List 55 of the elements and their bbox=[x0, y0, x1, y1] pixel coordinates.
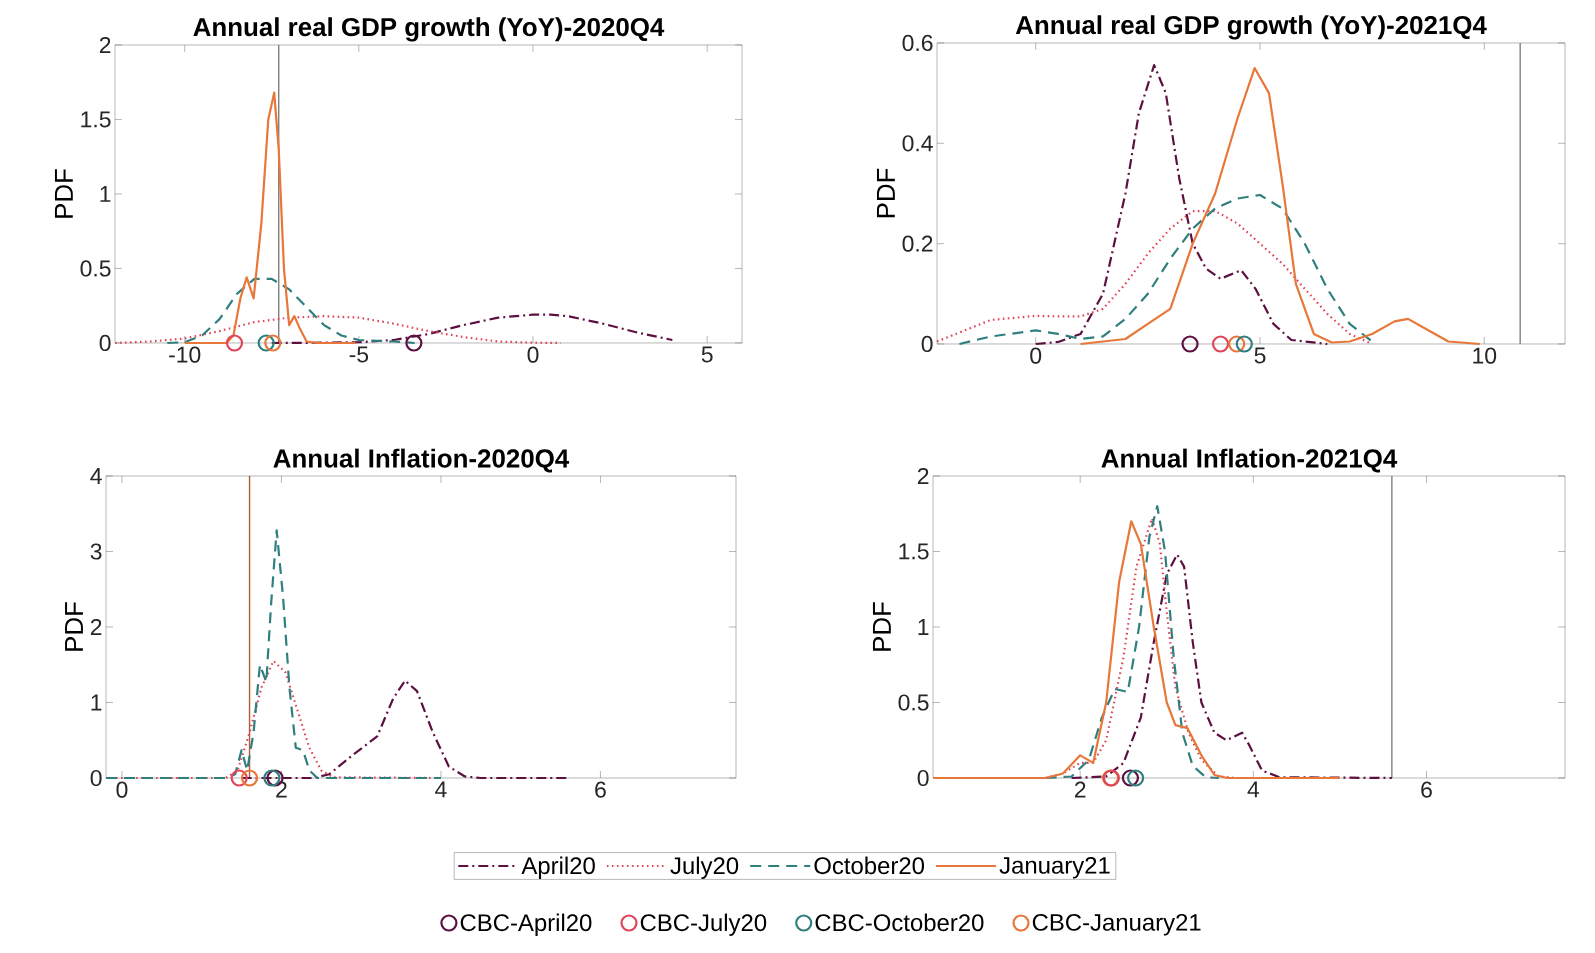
x-tick-label: 4 bbox=[435, 781, 447, 798]
y-axis-title: PDF bbox=[876, 168, 895, 218]
x-tick-label: 0 bbox=[527, 346, 539, 363]
line-series bbox=[931, 520, 1342, 780]
y-axis-title: PDF bbox=[65, 602, 83, 651]
chart-title: Annual Inflation-2021Q4 bbox=[1101, 448, 1398, 473]
y-tick-label: 0 bbox=[99, 334, 111, 352]
x-tick-label: 6 bbox=[1421, 781, 1432, 798]
legend-label: CBC-January21 bbox=[1032, 913, 1201, 936]
y-tick-label: 0.6 bbox=[902, 34, 933, 52]
y-tick-label: 0.5 bbox=[80, 260, 111, 277]
chart-title: Annual Inflation-2020Q4 bbox=[273, 448, 570, 473]
y-tick-label: 0.4 bbox=[902, 135, 933, 152]
x-tick-label: -10 bbox=[169, 346, 201, 363]
line-series bbox=[1070, 553, 1393, 780]
chart-title: Annual real GDP growth (YoY)-2021Q4 bbox=[1015, 15, 1487, 40]
y-tick-label: 2 bbox=[917, 467, 929, 484]
x-tick-label: -5 bbox=[349, 346, 369, 363]
legend-label: April20 bbox=[521, 856, 595, 879]
legend-label: CBC-July20 bbox=[640, 913, 767, 936]
y-tick-label: 1.5 bbox=[81, 111, 111, 128]
y-tick-label: 1.5 bbox=[899, 543, 929, 560]
y-tick-label: 3 bbox=[90, 543, 102, 560]
y-axis-title: PDF bbox=[54, 169, 73, 218]
line-series bbox=[166, 277, 416, 345]
y-tick-label: 2 bbox=[90, 619, 102, 635]
x-tick-label: 6 bbox=[595, 781, 606, 798]
line-series bbox=[104, 529, 443, 780]
x-tick-label: 5 bbox=[1254, 347, 1266, 364]
x-tick-label: 0 bbox=[116, 781, 128, 798]
x-tick-label: 2 bbox=[1074, 781, 1086, 798]
y-tick-label: 0 bbox=[90, 769, 102, 787]
y-tick-label: 0.2 bbox=[902, 235, 933, 252]
y-tick-label: 1 bbox=[91, 694, 102, 711]
x-tick-label: 5 bbox=[701, 346, 713, 363]
legend-label: October20 bbox=[814, 856, 925, 875]
y-axis-title: PDF bbox=[872, 602, 891, 651]
y-tick-label: 4 bbox=[90, 468, 102, 484]
x-tick-label: 0 bbox=[1030, 347, 1042, 364]
x-tick-label: 4 bbox=[1247, 781, 1260, 798]
line-series bbox=[183, 91, 357, 345]
y-tick-label: 0 bbox=[917, 769, 929, 787]
chart-title: Annual real GDP growth (YoY)-2020Q4 bbox=[193, 17, 665, 42]
line-series bbox=[113, 315, 562, 345]
x-tick-label: 10 bbox=[1473, 347, 1497, 364]
y-tick-label: 0.5 bbox=[898, 694, 929, 711]
legend-label: CBC-April20 bbox=[460, 913, 592, 936]
y-tick-label: 1 bbox=[918, 619, 929, 635]
y-tick-label: 2 bbox=[99, 36, 111, 53]
y-tick-label: 1 bbox=[100, 186, 111, 202]
legend-label: CBC-October20 bbox=[815, 913, 984, 932]
legend-label: July20 bbox=[670, 856, 739, 879]
line-series bbox=[1079, 66, 1481, 346]
legend-label: January21 bbox=[999, 856, 1110, 879]
line-series bbox=[1034, 63, 1329, 346]
